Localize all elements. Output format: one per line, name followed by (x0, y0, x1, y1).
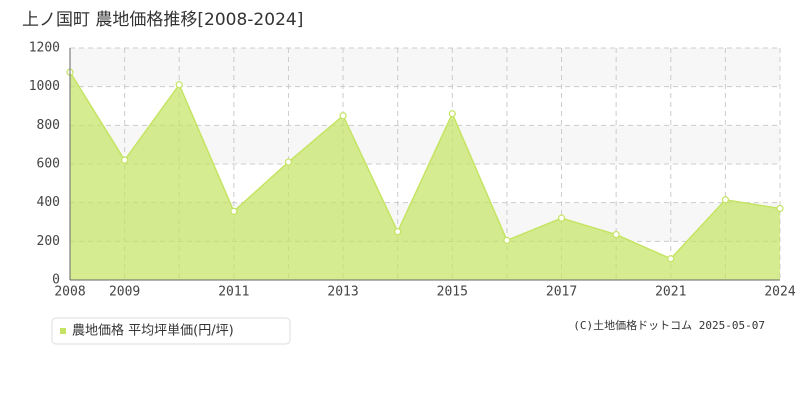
point (448, 110, 456, 118)
x-tick-label: 2009 (109, 285, 140, 300)
x-tick-label: 2011 (218, 285, 249, 300)
y-tick-label: 1000 (29, 79, 60, 94)
point (339, 112, 347, 120)
y-tick-label: 200 (37, 234, 60, 249)
point (667, 255, 675, 263)
legend-swatch (60, 328, 66, 334)
point (230, 207, 238, 215)
x-tick-label: 2015 (437, 285, 468, 300)
x-tick-label: 2021 (655, 285, 686, 300)
line (69, 71, 781, 260)
y-tick-label: 1200 (29, 41, 60, 56)
y-tick-label: 0 (52, 273, 60, 288)
area (70, 72, 780, 281)
point (557, 214, 566, 222)
x-tick-label: 2008 (54, 285, 85, 300)
x-tick-label: 2017 (546, 285, 577, 300)
x-tick-label: 2024 (764, 285, 795, 300)
y-tick-label: 600 (37, 157, 60, 172)
band (70, 48, 780, 87)
point (394, 228, 402, 236)
point (175, 81, 183, 89)
chart-title: 上ノ国町 農地価格推移[2008-2024] (22, 10, 303, 30)
point (612, 230, 620, 239)
y-tick-label: 400 (37, 195, 60, 210)
legend-box (51, 317, 291, 345)
source-note: (C)土地価格ドットコム 2025-05-07 (573, 318, 765, 332)
legend-label: 農地価格 平均坪単価(円/坪) (72, 323, 234, 339)
x-tick-label: 2013 (327, 285, 358, 300)
point (776, 204, 784, 213)
point (503, 236, 511, 244)
point (284, 158, 293, 166)
y-tick-label: 800 (37, 118, 60, 133)
point (121, 156, 129, 164)
point (721, 196, 729, 204)
